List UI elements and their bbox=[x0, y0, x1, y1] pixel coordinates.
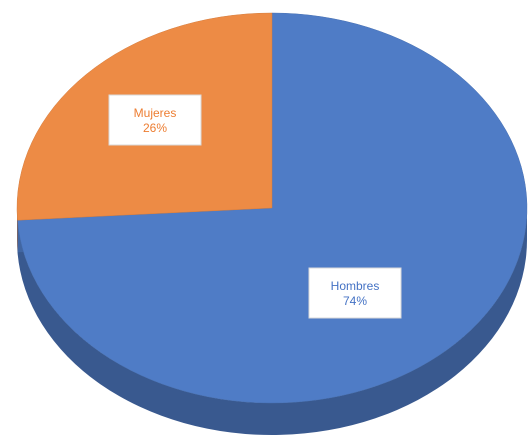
pie-side-hombres bbox=[17, 208, 528, 436]
pie-top-slices bbox=[16, 12, 528, 404]
data-label-value: 74% bbox=[343, 294, 367, 308]
data-label-box bbox=[108, 94, 202, 146]
data-label-category: Mujeres bbox=[134, 106, 177, 120]
data-label-box bbox=[308, 267, 402, 319]
data-label-category: Hombres bbox=[331, 279, 380, 293]
data-label-value: 26% bbox=[143, 121, 167, 135]
